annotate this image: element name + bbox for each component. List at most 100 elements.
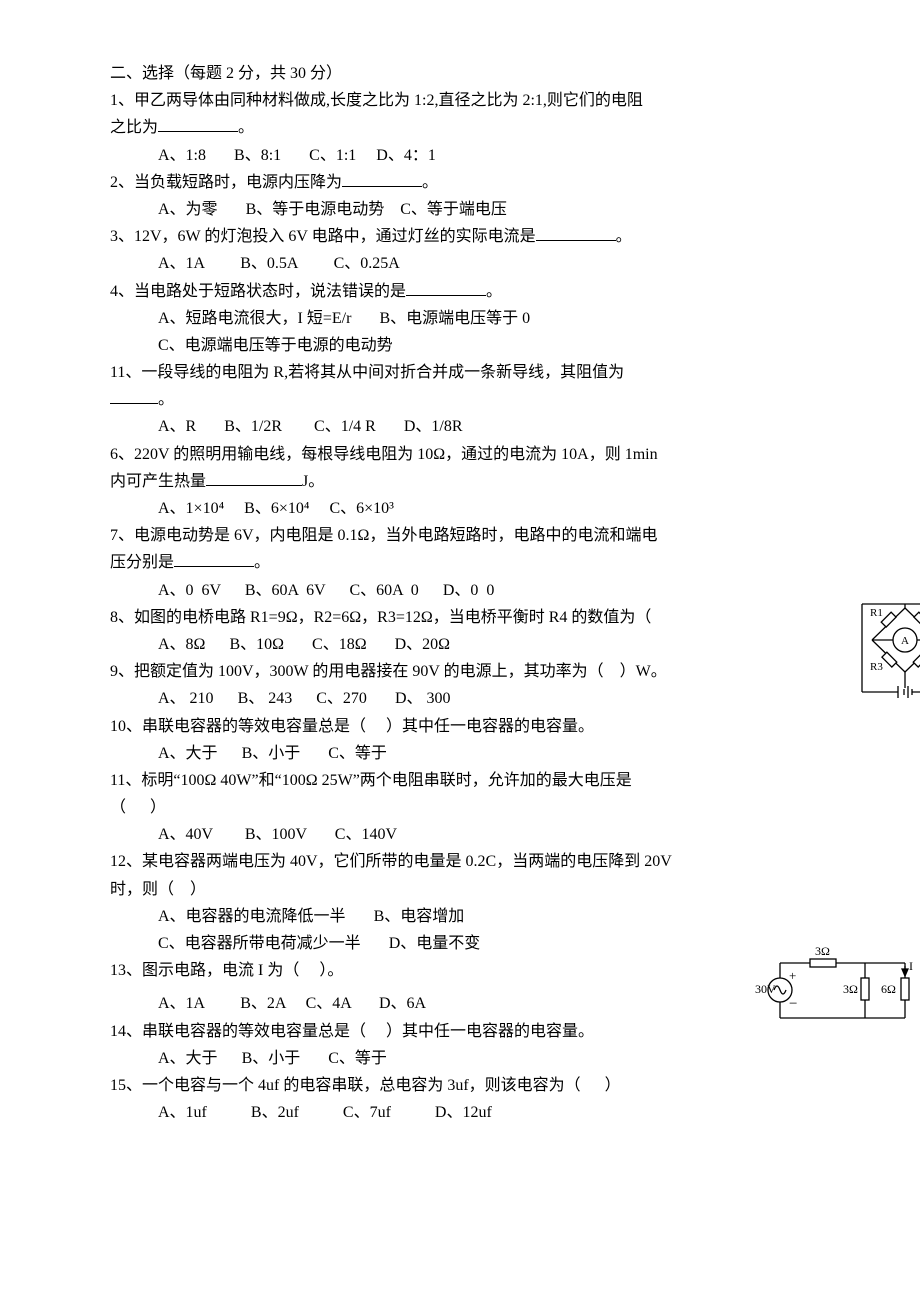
circuit-minus: − [789, 996, 797, 1012]
q1-stem-line2: 之比为。 [110, 114, 880, 141]
q3-optA: A、1A [158, 255, 204, 272]
q11-stem-line2: （ ） [110, 794, 880, 821]
q4-stem-b: 。 [486, 283, 502, 300]
q15-optD: D、12uf [435, 1104, 492, 1121]
q9-stem: 9、把额定值为 100V，300W 的用电器接在 90V 的电源上，其功率为（ … [110, 658, 880, 685]
q2-stem-a: 2、当负载短路时，电源内压降为 [110, 174, 342, 191]
q2-blank [342, 170, 422, 187]
q5-optA: A、R [158, 418, 196, 435]
q10-stem: 10、串联电容器的等效电容量总是（ ）其中任一电容器的电容量。 [110, 713, 880, 740]
q6-optA: A、1×10⁴ [158, 500, 224, 517]
q7-stem-b: 压分别是 [110, 554, 174, 571]
q4-optC: C、电源端电压等于电源的电动势 [158, 337, 393, 354]
q15-options: A、1uf B、2uf C、7uf D、12uf [110, 1099, 880, 1126]
q8-optC: C、18Ω [312, 636, 367, 653]
q12-optB: B、电容增加 [374, 908, 465, 925]
q5-options: A、R B、1/2R C、1/4 R D、1/8R [110, 413, 880, 440]
q4-stem: 4、当电路处于短路状态时，说法错误的是 。 [110, 278, 880, 305]
q14-options: A、大于 B、小于 C、等于 [110, 1045, 880, 1072]
q7-stem-line1: 7、电源电动势是 6V，内电阻是 0.1Ω，当外电路短路时，电路中的电流和端电 [110, 522, 880, 549]
q2-optB: B、等于电源电动势 [246, 201, 385, 218]
q15-optC: C、7uf [343, 1104, 391, 1121]
q11-optA: A、40V [158, 826, 213, 843]
circuit-plus: + [789, 968, 796, 983]
q1-optD: D、4：1 [376, 147, 436, 164]
q6-options: A、1×10⁴ B、6×10⁴ C、6×10³ [110, 495, 880, 522]
q3-optB: B、0.5A [240, 255, 297, 272]
q14-optB: B、小于 [242, 1050, 301, 1067]
circuit-r3: 6Ω [881, 982, 896, 996]
q15-optA: A、1uf [158, 1104, 207, 1121]
circuit-svg: 30V + − 3Ω 3Ω 6Ω I [755, 938, 915, 1033]
q1-optB: B、8:1 [234, 147, 281, 164]
q7-stem-line2: 压分别是 。 [110, 549, 880, 576]
q6-blank [206, 469, 302, 486]
bridge-R1: R1 [870, 607, 883, 619]
q12-options-1: A、电容器的电流降低一半 B、电容增加 [110, 903, 880, 930]
q1-options: A、1:8 B、8:1 C、1:1 D、4：1 [110, 142, 880, 169]
q14-optC: C、等于 [328, 1050, 387, 1067]
q2-optA: A、为零 [158, 201, 218, 218]
q7-stem-c: 。 [254, 554, 270, 571]
q9-optA: A、 210 [158, 690, 214, 707]
q4-blank [406, 279, 486, 296]
q1-stem-c: 。 [238, 119, 254, 136]
q2-options: A、为零 B、等于电源电动势 C、等于端电压 [110, 196, 880, 223]
circuit-r2: 3Ω [843, 982, 858, 996]
circuit-figure: 30V + − 3Ω 3Ω 6Ω I [755, 938, 915, 1042]
q6-stem-line1: 6、220V 的照明用输电线，每根导线电阻为 10Ω，通过的电流为 10A，则 … [110, 441, 880, 468]
bridge-figure: A R1 R2 R3 R4 [860, 600, 920, 719]
q2-stem: 2、当负载短路时，电源内压降为。 [110, 169, 880, 196]
q5-stem-line2: 。 [110, 386, 880, 413]
q9-optC: C、270 [316, 690, 367, 707]
q8-optB: B、10Ω [229, 636, 284, 653]
q3-optC: C、0.25A [334, 255, 400, 272]
q6-optB: B、6×10⁴ [244, 500, 309, 517]
q14-optA: A、大于 [158, 1050, 218, 1067]
q10-optB: B、小于 [242, 745, 301, 762]
q4-options-1: A、短路电流很大，I 短=E/r B、电源端电压等于 0 [110, 305, 880, 332]
q6-stem-b: 内可产生热量 [110, 473, 206, 490]
q6-stem-c: J。 [302, 473, 324, 490]
q13-optD: D、6A [379, 995, 426, 1012]
q8-options: A、8Ω B、10Ω C、18Ω D、20Ω [110, 631, 880, 658]
q3-options: A、1A B、0.5A C、0.25A [110, 250, 880, 277]
q12-stem-line2: 时，则（ ） [110, 876, 880, 903]
q9-optB: B、 243 [238, 690, 293, 707]
q7-optD: D、0 0 [443, 582, 495, 599]
bridge-svg: A R1 R2 R3 R4 [860, 600, 920, 710]
q10-options: A、大于 B、小于 C、等于 [110, 740, 880, 767]
q4-options-2: C、电源端电压等于电源的电动势 [110, 332, 880, 359]
q7-optC: C、60A 0 [349, 582, 418, 599]
q2-optC: C、等于端电压 [400, 201, 507, 218]
q5-blank [110, 387, 158, 404]
bridge-A: A [901, 635, 909, 647]
q1-optA: A、1:8 [158, 147, 206, 164]
q5-optC: C、1/4 R [314, 418, 376, 435]
q12-stem-line1: 12、某电容器两端电压为 40V，它们所带的电量是 0.2C，当两端的电压降到 … [110, 848, 880, 875]
q13-optA: A、1A [158, 995, 204, 1012]
q7-optB: B、60A 6V [245, 582, 326, 599]
q7-blank [174, 550, 254, 567]
q11-optC: C、140V [335, 826, 397, 843]
q4-stem-a: 4、当电路处于短路状态时，说法错误的是 [110, 283, 406, 300]
q1-blank [158, 115, 238, 132]
q3-blank [536, 224, 616, 241]
q5-stem-b: 。 [158, 391, 174, 408]
q6-stem-line2: 内可产生热量 J。 [110, 468, 880, 495]
q12-optA: A、电容器的电流降低一半 [158, 908, 346, 925]
q7-optA: A、0 6V [158, 582, 221, 599]
q11-stem-line1: 11、标明“100Ω 40W”和“100Ω 25W”两个电阻串联时，允许加的最大… [110, 767, 880, 794]
q13-optB: B、2A [240, 995, 285, 1012]
q4-optB: B、电源端电压等于 0 [379, 310, 530, 327]
q8-optD: D、20Ω [395, 636, 450, 653]
q12-optC: C、电容器所带电荷减少一半 [158, 935, 361, 952]
q9-optD: D、 300 [395, 690, 451, 707]
section-header: 二、选择（每题 2 分，共 30 分） [110, 60, 880, 87]
q4-optA: A、短路电流很大，I 短=E/r [158, 310, 351, 327]
q5-optB: B、1/2R [224, 418, 282, 435]
q3-stem-b: 。 [616, 228, 632, 245]
q1-optC: C、1:1 [309, 147, 356, 164]
q12-optD: D、电量不变 [389, 935, 481, 952]
q8-optA: A、8Ω [158, 636, 205, 653]
